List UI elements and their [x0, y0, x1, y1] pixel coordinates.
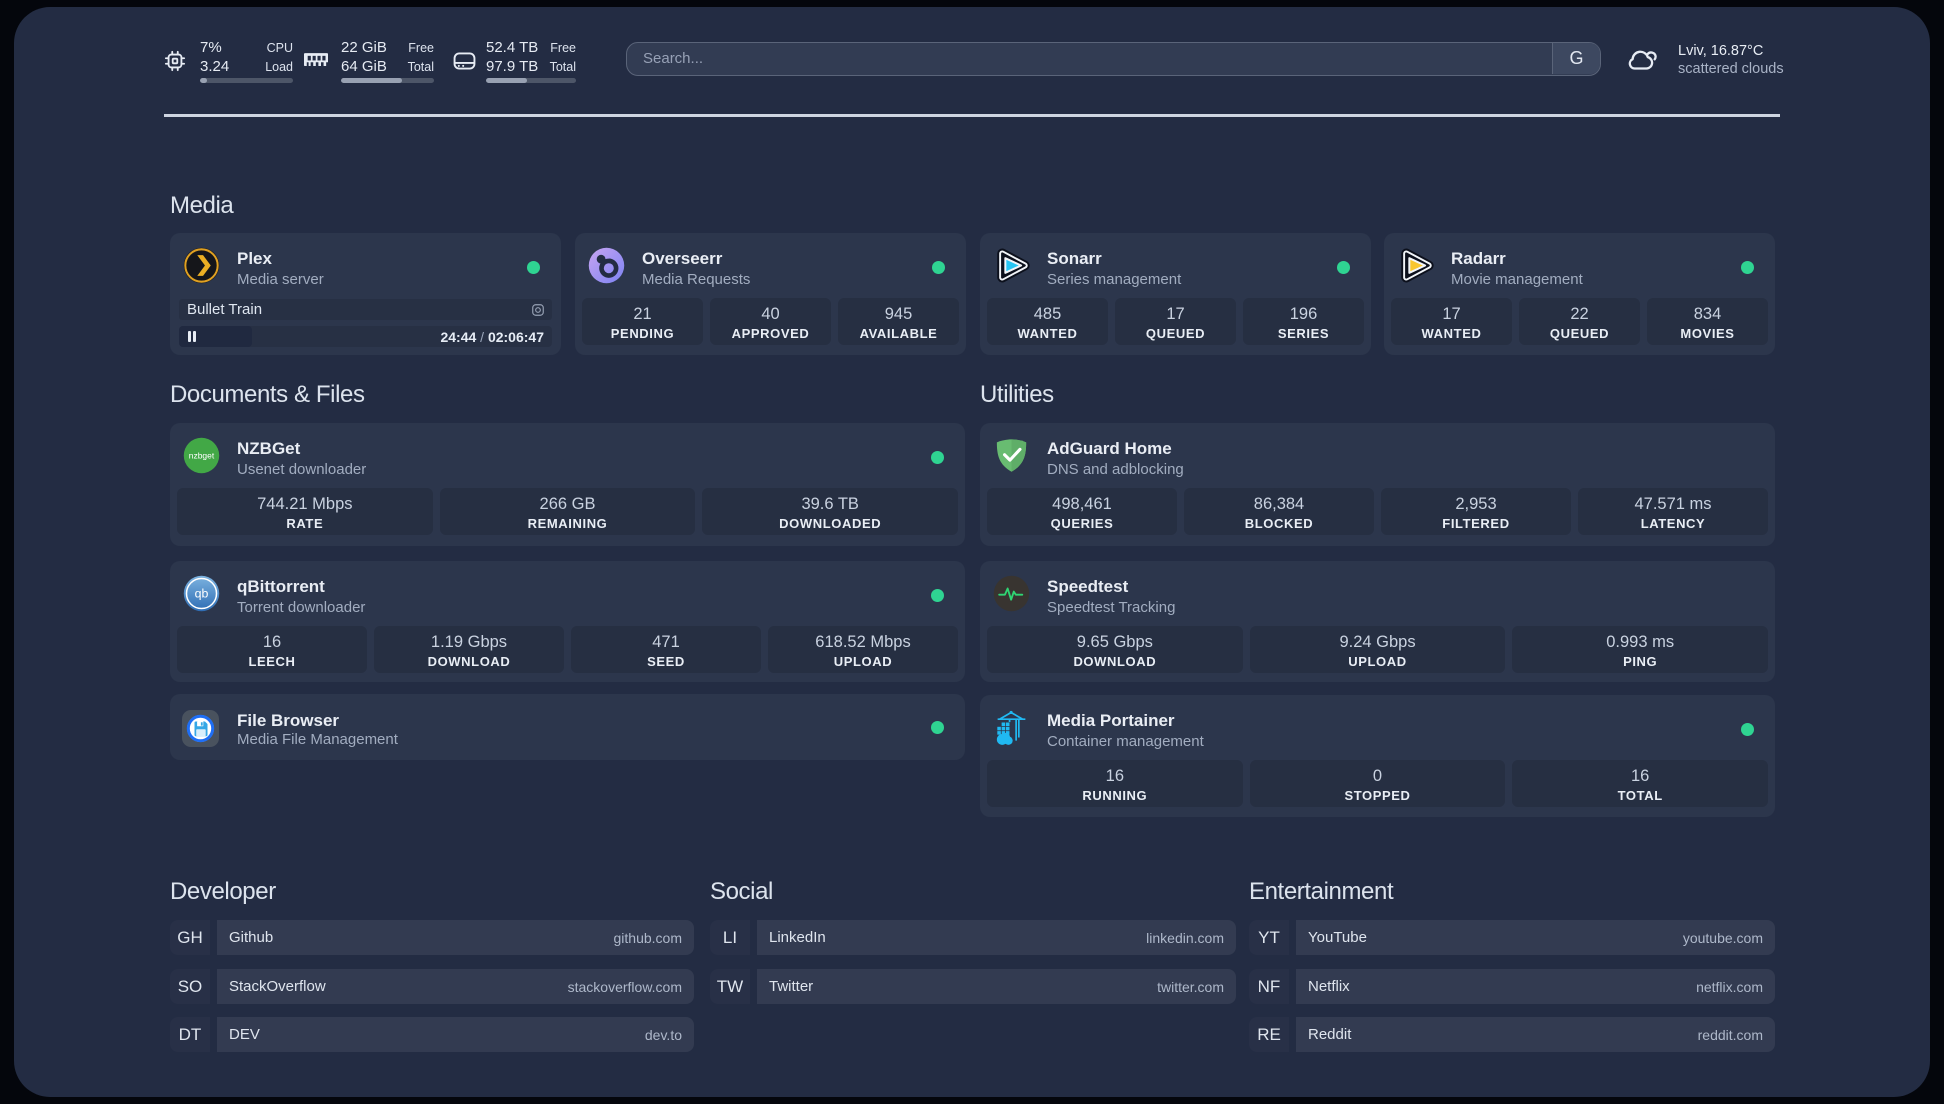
- svg-text:qb: qb: [195, 587, 209, 601]
- svg-text:nzbget: nzbget: [189, 451, 215, 461]
